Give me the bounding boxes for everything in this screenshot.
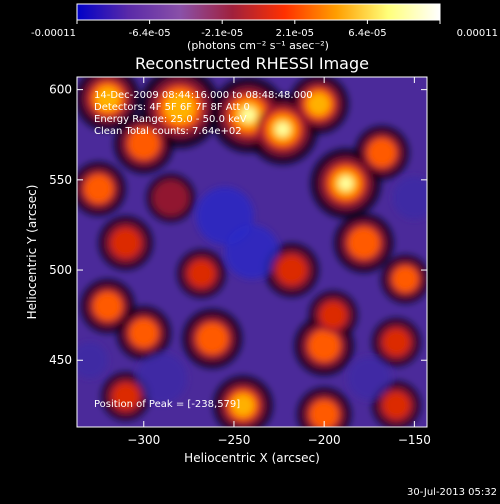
- heatmap-blob: [188, 260, 215, 287]
- heatmap-blob: [308, 329, 341, 362]
- x-axis-label: Heliocentric X (arcsec): [184, 451, 320, 465]
- heatmap-blob: [347, 227, 380, 259]
- heatmap-blob: [320, 302, 347, 329]
- heatmap-blob: [307, 93, 330, 115]
- heatmap-blob: [275, 122, 290, 137]
- y-axis-ticks: 450 500 550 600: [49, 83, 427, 367]
- annotation-energy-range: Energy Range: 25.0 - 50.0 keV: [94, 114, 247, 125]
- heatmap-blob: [338, 176, 353, 191]
- y-tick-label: 550: [49, 173, 72, 187]
- image-annotations: 14-Dec-2009 08:44:16.000 to 08:48:48.000…: [94, 90, 313, 137]
- heatmap-blob: [383, 392, 410, 419]
- colorbar-tick-label: -0.00011: [31, 28, 76, 39]
- heatmap-blob: [392, 266, 419, 293]
- heatmap-blob: [97, 296, 118, 317]
- heatmap-blob: [152, 180, 189, 216]
- heatmap-blob: [84, 174, 114, 204]
- colorbar-tick-label: 0.00011: [457, 28, 498, 39]
- y-tick-label: 600: [49, 83, 72, 97]
- heatmap-blob: [383, 329, 410, 356]
- colorbar-tick-label: 2.1e-05: [276, 28, 314, 39]
- heatmap-blob: [129, 318, 159, 348]
- annotation-total-counts: Clean Total counts: 7.64e+02: [94, 126, 242, 137]
- heatmap-blob-negative: [136, 353, 188, 404]
- x-tick-label: −250: [217, 433, 250, 447]
- heatmap-blob-negative: [224, 224, 280, 280]
- x-axis-ticks: −300 −250 −200 −150: [127, 77, 431, 447]
- heatmap-blob: [240, 107, 256, 123]
- heatmap-blob: [164, 92, 195, 123]
- render-timestamp: 30-Jul-2013 05:32: [407, 487, 497, 498]
- colorbar-tick-label: -2.1e-05: [201, 28, 243, 39]
- heatmap-blob-negative: [347, 356, 391, 400]
- y-tick-label: 450: [49, 353, 72, 367]
- y-axis-label: Heliocentric Y (arcsec): [25, 185, 39, 320]
- heatmap-blob-negative: [77, 342, 108, 379]
- x-tick-label: −150: [398, 433, 431, 447]
- heatmap-blob-negative: [392, 176, 427, 220]
- y-tick-label: 500: [49, 263, 72, 277]
- heatmap-blob: [132, 132, 155, 155]
- heatmap-blob: [277, 255, 307, 285]
- colorbar-tick-label: -6.4e-05: [129, 28, 171, 39]
- annotation-detectors: Detectors: 4F 5F 6F 7F 8F Att 0: [94, 102, 250, 113]
- heatmap-image: [77, 77, 427, 427]
- colorbar-tick-label: 6.4e-05: [348, 28, 386, 39]
- annotation-time-range: 14-Dec-2009 08:44:16.000 to 08:48:48.000: [94, 90, 313, 101]
- heatmap-blob: [309, 399, 339, 427]
- x-tick-label: −200: [308, 433, 341, 447]
- heatmap-blob: [111, 228, 141, 258]
- chart-title: Reconstructed RHESSI Image: [135, 54, 369, 73]
- colorbar-ticks: -0.00011 -6.4e-05 -2.1e-05 2.1e-05 6.4e-05 0.…: [31, 20, 498, 39]
- heatmap-blob: [232, 394, 254, 417]
- plot-frame: [76, 76, 428, 428]
- x-tick-label: −300: [127, 433, 160, 447]
- heatmap-blob: [112, 383, 139, 410]
- heatmap-blob: [201, 327, 224, 350]
- heatmap-blob: [371, 142, 392, 163]
- colorbar: [76, 3, 441, 21]
- peak-position-label: Position of Peak = [-238,579]: [94, 399, 240, 410]
- heatmap-blob: [95, 86, 120, 111]
- colorbar-unit-label: (photons cm⁻² s⁻¹ asec⁻²): [187, 39, 329, 52]
